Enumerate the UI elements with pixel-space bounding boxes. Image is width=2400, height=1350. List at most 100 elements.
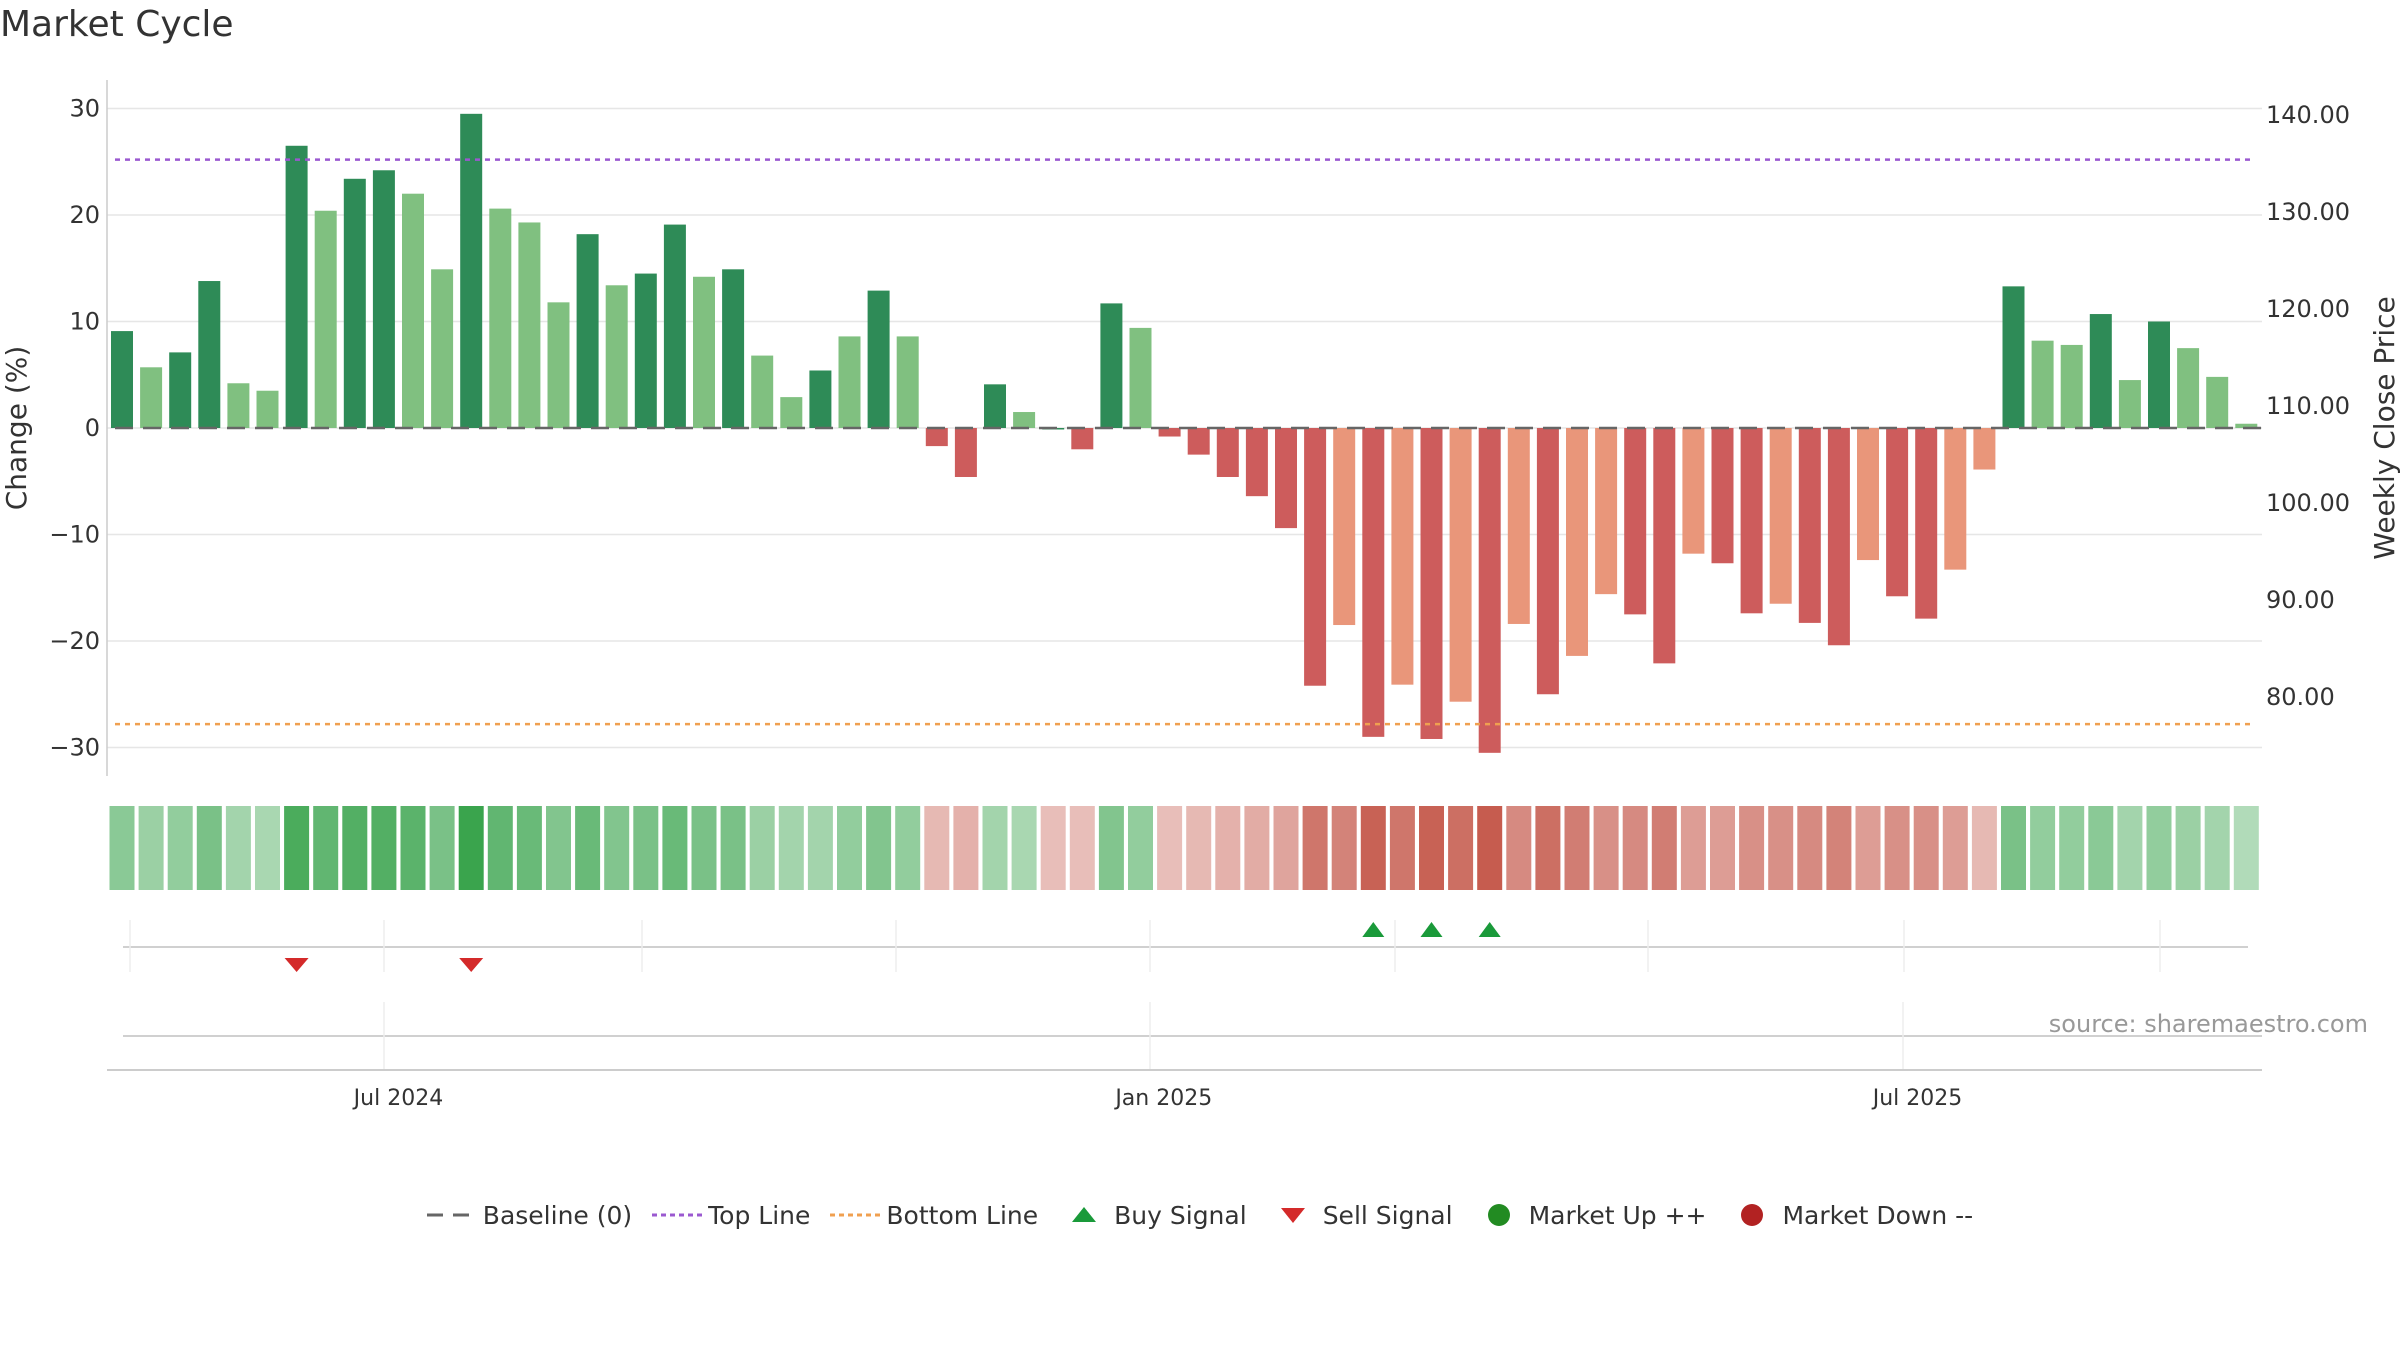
heat-cell — [2233, 806, 2259, 890]
legend-item-market-up[interactable]: Market Up ++ — [1473, 1200, 1707, 1230]
baseline-legend-icon — [426, 1200, 479, 1230]
bar — [372, 170, 395, 428]
heat-cell — [1273, 806, 1299, 890]
legend-label: Top Line — [708, 1200, 811, 1230]
heat-cell — [807, 806, 833, 890]
heat-cell — [2146, 806, 2172, 890]
chart-title: Market Cycle — [0, 4, 234, 45]
heat-cell — [487, 806, 513, 890]
bar — [1304, 428, 1327, 686]
legend-item-market-down[interactable]: Market Down -- — [1726, 1200, 1973, 1230]
y2-tick-label: 130.00 — [2266, 198, 2350, 226]
bar — [1682, 428, 1705, 554]
legend-item-sell[interactable]: Sell Signal — [1267, 1200, 1453, 1230]
bar — [111, 331, 133, 428]
bar — [722, 269, 745, 428]
y-tick-label: 20 — [69, 201, 100, 229]
y2-tick-label: 120.00 — [2266, 295, 2350, 323]
heat-cell — [1389, 806, 1415, 890]
heat-cell — [982, 806, 1008, 890]
bar — [1187, 428, 1210, 455]
bar — [1013, 412, 1036, 428]
y2-tick-label: 140.00 — [2266, 101, 2350, 129]
bar — [343, 178, 366, 428]
bar — [460, 113, 483, 428]
heat-cell — [1419, 806, 1444, 890]
heat-cell — [1331, 806, 1357, 890]
legend-item-top-line[interactable]: Top Line — [652, 1200, 810, 1230]
bar — [1536, 428, 1559, 695]
heat-cell — [284, 806, 310, 890]
bar — [1944, 428, 1967, 570]
heat-cell — [1768, 806, 1794, 890]
heat-cell — [2204, 806, 2230, 890]
bar — [1711, 428, 1734, 564]
bar — [809, 370, 832, 428]
heat-cell — [1710, 806, 1735, 890]
market-up-legend-icon — [1473, 1200, 1525, 1230]
heat-cell — [1826, 806, 1852, 890]
market-down-legend-icon — [1726, 1200, 1778, 1230]
heat-cell — [1913, 806, 1939, 890]
bar — [1158, 428, 1181, 437]
y-axis-title: Change (%) — [0, 346, 33, 511]
bar — [547, 302, 570, 428]
bar — [2235, 423, 2258, 428]
bar — [1566, 428, 1588, 656]
heat-cell — [1215, 806, 1241, 890]
legend-item-baseline[interactable]: Baseline (0) — [426, 1200, 632, 1230]
heat-cell — [1680, 806, 1706, 890]
bar — [663, 224, 686, 428]
bar — [431, 269, 454, 428]
heat-cell — [1302, 806, 1328, 890]
bar — [2206, 376, 2229, 428]
heat-cell — [1040, 806, 1066, 890]
bar — [780, 397, 803, 428]
bar — [1129, 327, 1152, 428]
heat-cell — [225, 806, 251, 890]
heat-cell — [1186, 806, 1212, 890]
y-tick-label: 0 — [85, 414, 100, 442]
y2-tick-label: 100.00 — [2266, 489, 2350, 517]
bar — [984, 384, 1006, 428]
y-tick-label: −20 — [49, 627, 100, 655]
heat-cell — [837, 806, 862, 890]
legend-item-bottom-line[interactable]: Bottom Line — [830, 1200, 1038, 1230]
sell-signal-marker — [284, 958, 309, 972]
bar — [1071, 428, 1094, 450]
legend-label: Buy Signal — [1114, 1200, 1247, 1230]
y2-tick-label: 110.00 — [2266, 392, 2350, 420]
bar — [2177, 348, 2200, 428]
heat-cell — [1477, 806, 1503, 890]
heat-cell — [516, 806, 542, 890]
heat-cell — [138, 806, 164, 890]
heat-cell — [720, 806, 746, 890]
legend-item-buy[interactable]: Buy Signal — [1058, 1200, 1247, 1230]
bar — [1245, 428, 1268, 497]
heat-cell — [1797, 806, 1823, 890]
heat-cell — [1244, 806, 1270, 890]
heat-cell — [662, 806, 688, 890]
bar — [198, 281, 221, 428]
legend-label: Market Up ++ — [1528, 1200, 1707, 1230]
heat-cell — [778, 806, 804, 890]
sell-legend-icon — [1267, 1200, 1319, 1230]
bar — [1391, 428, 1414, 685]
bar — [1973, 428, 1996, 470]
sell-signal-marker — [459, 958, 484, 972]
heat-cell — [691, 806, 717, 890]
heat-cell — [1622, 806, 1648, 890]
legend-label: Sell Signal — [1322, 1200, 1453, 1230]
bar — [838, 336, 861, 428]
bar — [1449, 428, 1472, 702]
x-tick-label: Jul 2024 — [352, 1086, 444, 1111]
y-tick-label: −10 — [49, 521, 100, 549]
bar — [751, 355, 774, 428]
heat-cell — [2059, 806, 2085, 890]
legend-label: Market Down -- — [1782, 1200, 1974, 1230]
heat-cell — [2030, 806, 2056, 890]
bar — [634, 273, 657, 428]
heat-cell — [1157, 806, 1183, 890]
heat-cell — [371, 806, 397, 890]
